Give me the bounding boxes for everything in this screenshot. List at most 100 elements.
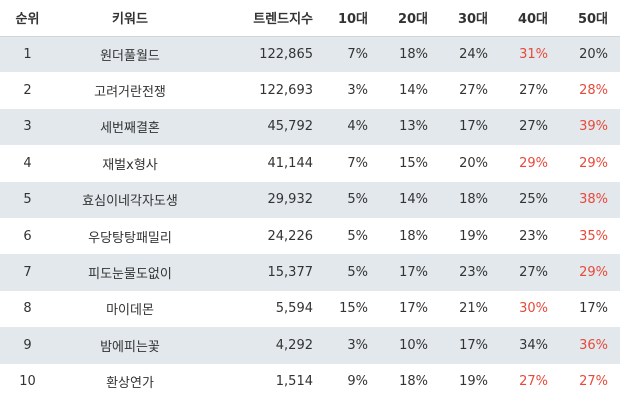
age-10s-cell: 9% [347, 374, 368, 390]
table-row: 10 환상연가 1,514 9% 18% 19% 27% 27% [0, 364, 620, 400]
trend-index-cell: 4,292 [205, 327, 325, 364]
rank-cell: 7 [0, 254, 55, 291]
keyword-cell: 효심이네각자도생 [55, 181, 205, 218]
age-50s-cell: 20% [560, 36, 620, 73]
table-row: 1 원더풀월드 122,865 7% 18% 24% 31% 20% [0, 36, 620, 73]
table-row: 6 우당탕탕패밀리 24,226 5% 18% 19% 23% 35% [0, 218, 620, 254]
rank-cell: 9 [0, 327, 55, 364]
age-20s-cell: 17% [399, 301, 428, 317]
table-row: 9 밤에피는꽃 4,292 3% 10% 17% 34% 36% [0, 327, 620, 364]
rank-cell: 10 [19, 374, 36, 390]
trend-index-cell: 5,594 [275, 301, 313, 317]
table-row: 3 세번째결혼 45,792 4% 13% 17% 27% 39% [0, 108, 620, 146]
age-20s-cell: 15% [399, 155, 428, 171]
rank-cell: 2 [23, 83, 32, 99]
age-40s-cell: 27% [519, 83, 548, 99]
age-20s-cell: 18% [380, 36, 440, 73]
age-20s-cell: 18% [399, 374, 428, 390]
age-10s-cell: 3% [347, 83, 368, 99]
age-30s-cell: 27% [459, 83, 488, 99]
age-40s-cell: 30% [519, 301, 548, 317]
keyword-cell: 재벌x형사 [102, 157, 158, 173]
keyword-cell: 마이데몬 [106, 303, 154, 319]
age-30s-cell: 17% [440, 327, 500, 364]
age-40s-cell: 25% [500, 181, 560, 218]
age-20s-cell: 14% [380, 181, 440, 218]
age-50s-cell: 38% [560, 181, 620, 218]
trend-index-cell: 1,514 [275, 374, 313, 390]
trend-index-cell: 122,693 [259, 83, 313, 99]
age-10s-cell: 5% [347, 228, 368, 244]
age-40s-cell: 34% [500, 327, 560, 364]
age-40s-cell: 27% [500, 108, 560, 146]
age-30s-cell: 23% [440, 254, 500, 291]
age-40s-cell: 27% [500, 254, 560, 291]
age-10s-cell: 3% [325, 327, 380, 364]
age-40s-cell: 31% [500, 36, 560, 73]
age-50s-cell: 35% [579, 228, 608, 244]
header-keyword: 키워드 [55, 0, 205, 37]
age-20s-cell: 10% [380, 327, 440, 364]
table-row: 7 피도눈물도없이 15,377 5% 17% 23% 27% 29% [0, 254, 620, 291]
table-row: 8 마이데몬 5,594 15% 17% 21% 30% 17% [0, 291, 620, 327]
age-20s-cell: 17% [380, 254, 440, 291]
header-age-40s: 40대 [500, 0, 560, 37]
trend-index-cell: 15,377 [205, 254, 325, 291]
age-10s-cell: 15% [339, 301, 368, 317]
age-30s-cell: 20% [459, 155, 488, 171]
header-row: 순위 키워드 트렌드지수 10대 20대 30대 40대 50대 [0, 0, 620, 37]
trend-index-cell: 122,865 [205, 36, 325, 73]
age-50s-cell: 29% [560, 254, 620, 291]
age-20s-cell: 18% [399, 228, 428, 244]
rank-cell: 5 [0, 181, 55, 218]
keyword-cell: 피도눈물도없이 [55, 254, 205, 291]
header-age-10s: 10대 [325, 0, 380, 37]
table-row: 4 재벌x형사 41,144 7% 15% 20% 29% 29% [0, 145, 620, 181]
header-age-30s: 30대 [440, 0, 500, 37]
table-row: 2 고려거란전쟁 122,693 3% 14% 27% 27% 28% [0, 72, 620, 108]
age-40s-cell: 29% [519, 155, 548, 171]
keyword-cell: 세번째결혼 [55, 108, 205, 146]
rank-cell: 6 [23, 228, 32, 244]
age-10s-cell: 5% [325, 181, 380, 218]
header-rank: 순위 [0, 0, 55, 37]
rank-cell: 1 [0, 36, 55, 73]
age-50s-cell: 27% [579, 374, 608, 390]
age-30s-cell: 19% [459, 228, 488, 244]
table-body: 1 원더풀월드 122,865 7% 18% 24% 31% 20% 2 고려거란전쟁 122,69… [0, 36, 620, 400]
age-30s-cell: 17% [440, 108, 500, 146]
keyword-cell: 고려거란전쟁 [94, 85, 166, 101]
trend-index-cell: 29,932 [205, 181, 325, 218]
age-10s-cell: 7% [325, 36, 380, 73]
age-50s-cell: 17% [579, 301, 608, 317]
age-30s-cell: 18% [440, 181, 500, 218]
table-header: 순위 키워드 트렌드지수 10대 20대 30대 40대 50대 [0, 0, 620, 37]
age-40s-cell: 27% [519, 374, 548, 390]
age-20s-cell: 13% [380, 108, 440, 146]
trend-index-cell: 41,144 [267, 155, 314, 171]
header-age-20s: 20대 [380, 0, 440, 37]
keyword-cell: 우당탕탕패밀리 [88, 230, 172, 246]
rank-cell: 8 [23, 301, 32, 317]
table-row: 5 효심이네각자도생 29,932 5% 14% 18% 25% 38% [0, 181, 620, 218]
rank-cell: 3 [0, 108, 55, 146]
age-40s-cell: 23% [519, 228, 548, 244]
trend-index-cell: 45,792 [205, 108, 325, 146]
header-age-50s: 50대 [560, 0, 620, 37]
age-50s-cell: 29% [579, 155, 608, 171]
header-trend-index: 트렌드지수 [205, 0, 325, 37]
age-10s-cell: 7% [347, 155, 368, 171]
age-30s-cell: 21% [459, 301, 488, 317]
age-30s-cell: 24% [440, 36, 500, 73]
age-20s-cell: 14% [399, 83, 428, 99]
keyword-cell: 밤에피는꽃 [55, 327, 205, 364]
age-10s-cell: 5% [325, 254, 380, 291]
rank-cell: 4 [23, 155, 32, 171]
trend-index-cell: 24,226 [267, 228, 314, 244]
age-50s-cell: 39% [560, 108, 620, 146]
keyword-cell: 원더풀월드 [55, 36, 205, 73]
age-30s-cell: 19% [459, 374, 488, 390]
age-50s-cell: 36% [560, 327, 620, 364]
keyword-cell: 환상연가 [106, 376, 154, 392]
